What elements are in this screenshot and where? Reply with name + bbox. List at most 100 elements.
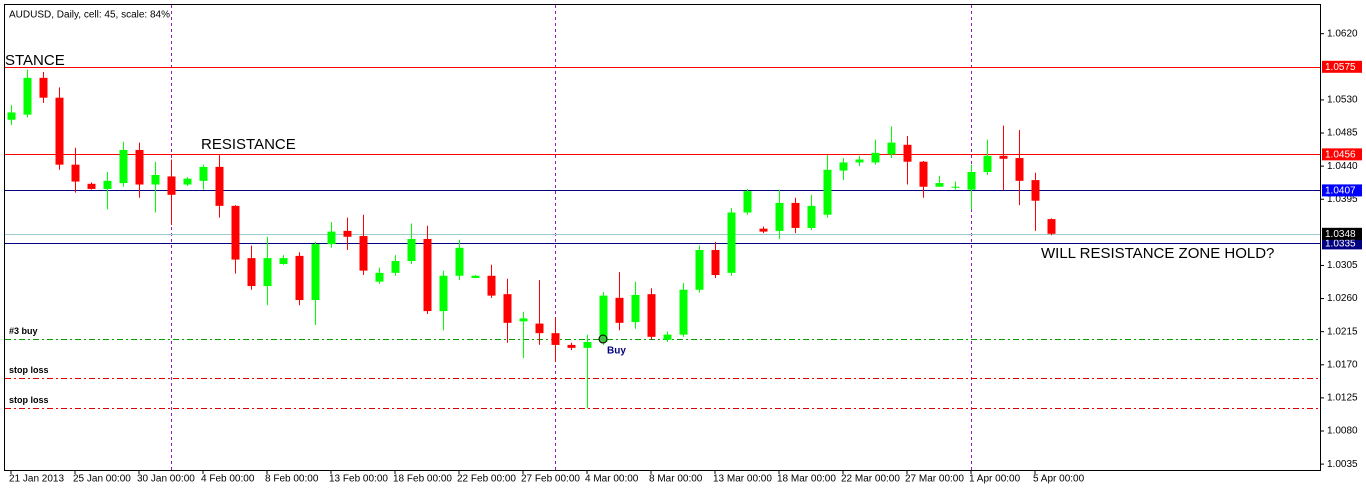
candle-body <box>1031 180 1040 201</box>
candle-body <box>167 176 176 195</box>
level-price-box <box>1322 148 1362 161</box>
level-price-label: 1.0348 <box>1325 229 1356 240</box>
candle-body <box>743 191 752 213</box>
candle-body <box>119 149 128 184</box>
candle-body <box>807 205 816 228</box>
y-tick-label: 1.0170 <box>1327 359 1358 370</box>
order-label: stop loss <box>9 365 49 375</box>
annotation: WILL RESISTANCE ZONE HOLD? <box>1041 245 1274 262</box>
candle-body <box>39 77 48 98</box>
candle-body <box>439 275 448 312</box>
y-tick-label: 1.0215 <box>1327 326 1358 337</box>
candle-body <box>775 202 784 231</box>
candle-body <box>455 247 464 276</box>
level-price-label: 1.0456 <box>1325 149 1356 160</box>
candle-body <box>231 205 240 260</box>
candle-body <box>471 275 480 278</box>
candle-body <box>247 258 256 287</box>
candle-body <box>599 295 608 342</box>
candle-body <box>407 238 416 262</box>
x-tick-label: 5 Apr 00:00 <box>1033 474 1085 485</box>
level-price-label: 1.0335 <box>1325 239 1356 250</box>
candle-body <box>823 169 832 215</box>
candle-body <box>263 258 272 287</box>
x-tick-label: 27 Mar 00:00 <box>905 474 964 485</box>
candle-body <box>567 344 576 348</box>
annotation: STANCE <box>5 52 65 69</box>
candle-body <box>135 149 144 185</box>
x-tick-label: 21 Jan 2013 <box>9 474 64 485</box>
x-tick-label: 4 Mar 00:00 <box>585 474 639 485</box>
candle-body <box>935 183 944 187</box>
level-price-box <box>1322 184 1362 197</box>
x-tick-label: 27 Feb 00:00 <box>521 474 580 485</box>
y-tick-label: 1.0440 <box>1327 161 1358 172</box>
candle-body <box>855 159 864 163</box>
candle-body <box>535 323 544 334</box>
plot-frame <box>4 4 1321 471</box>
candle-body <box>375 272 384 282</box>
level-price-box <box>1322 237 1362 250</box>
buy-marker <box>598 334 608 344</box>
candle-body <box>967 172 976 190</box>
order-label: #3 buy <box>9 326 38 336</box>
x-tick-label: 18 Feb 00:00 <box>393 474 452 485</box>
candle-body <box>327 231 336 245</box>
candle-body <box>487 275 496 296</box>
candle-body <box>903 144 912 162</box>
candle-body <box>71 164 80 182</box>
candle-body <box>647 294 656 337</box>
x-tick-label: 1 Apr 00:00 <box>969 474 1021 485</box>
x-tick-label: 18 Mar 00:00 <box>777 474 836 485</box>
x-tick-label: 13 Mar 00:00 <box>713 474 772 485</box>
candle-body <box>55 97 64 165</box>
x-tick-label: 8 Feb 00:00 <box>265 474 319 485</box>
candle-body <box>663 334 672 340</box>
y-tick-label: 1.0395 <box>1327 194 1358 205</box>
level-price-box <box>1322 227 1362 240</box>
level-price-box <box>1322 60 1362 73</box>
candle-body <box>359 236 368 271</box>
candle-body <box>919 161 928 187</box>
chart-title: AUDUSD, Daily, cell: 45, scale: 84% <box>9 10 170 21</box>
candle-body <box>839 162 848 171</box>
y-tick-label: 1.0620 <box>1327 28 1358 39</box>
y-tick-label: 1.0260 <box>1327 293 1358 304</box>
candle-body <box>711 250 720 276</box>
candle-body <box>727 212 736 273</box>
x-tick-label: 30 Jan 00:00 <box>137 474 195 485</box>
candle-body <box>423 238 432 312</box>
candle-body <box>791 202 800 228</box>
candle-body <box>343 230 352 237</box>
level-price-label: 1.0407 <box>1325 186 1356 197</box>
y-tick-label: 1.0485 <box>1327 128 1358 139</box>
order-label: stop loss <box>9 395 49 405</box>
candle-body <box>311 244 320 301</box>
candle-body <box>519 318 528 322</box>
candle-body <box>215 166 224 206</box>
candle-body <box>295 255 304 301</box>
candle-body <box>391 261 400 273</box>
candle-body <box>103 180 112 189</box>
candle-body <box>7 112 16 120</box>
x-tick-label: 22 Feb 00:00 <box>457 474 516 485</box>
y-tick-label: 1.0305 <box>1327 260 1358 271</box>
candle-body <box>695 250 704 290</box>
candle-body <box>23 77 32 115</box>
candle-body <box>551 333 560 345</box>
y-tick-label: 1.0125 <box>1327 393 1358 404</box>
candle-body <box>999 155 1008 159</box>
annotation: RESISTANCE <box>201 136 296 153</box>
y-tick-label: 1.0530 <box>1327 95 1358 106</box>
x-tick-label: 22 Mar 00:00 <box>841 474 900 485</box>
y-tick-label: 1.0080 <box>1327 426 1358 437</box>
candle-body <box>583 341 592 348</box>
candle-body <box>983 155 992 173</box>
candle-body <box>631 294 640 323</box>
level-price-label: 1.0575 <box>1325 62 1356 73</box>
candle-body <box>151 174 160 185</box>
candle-body <box>615 297 624 323</box>
candle-body <box>679 289 688 335</box>
candle-body <box>871 152 880 163</box>
